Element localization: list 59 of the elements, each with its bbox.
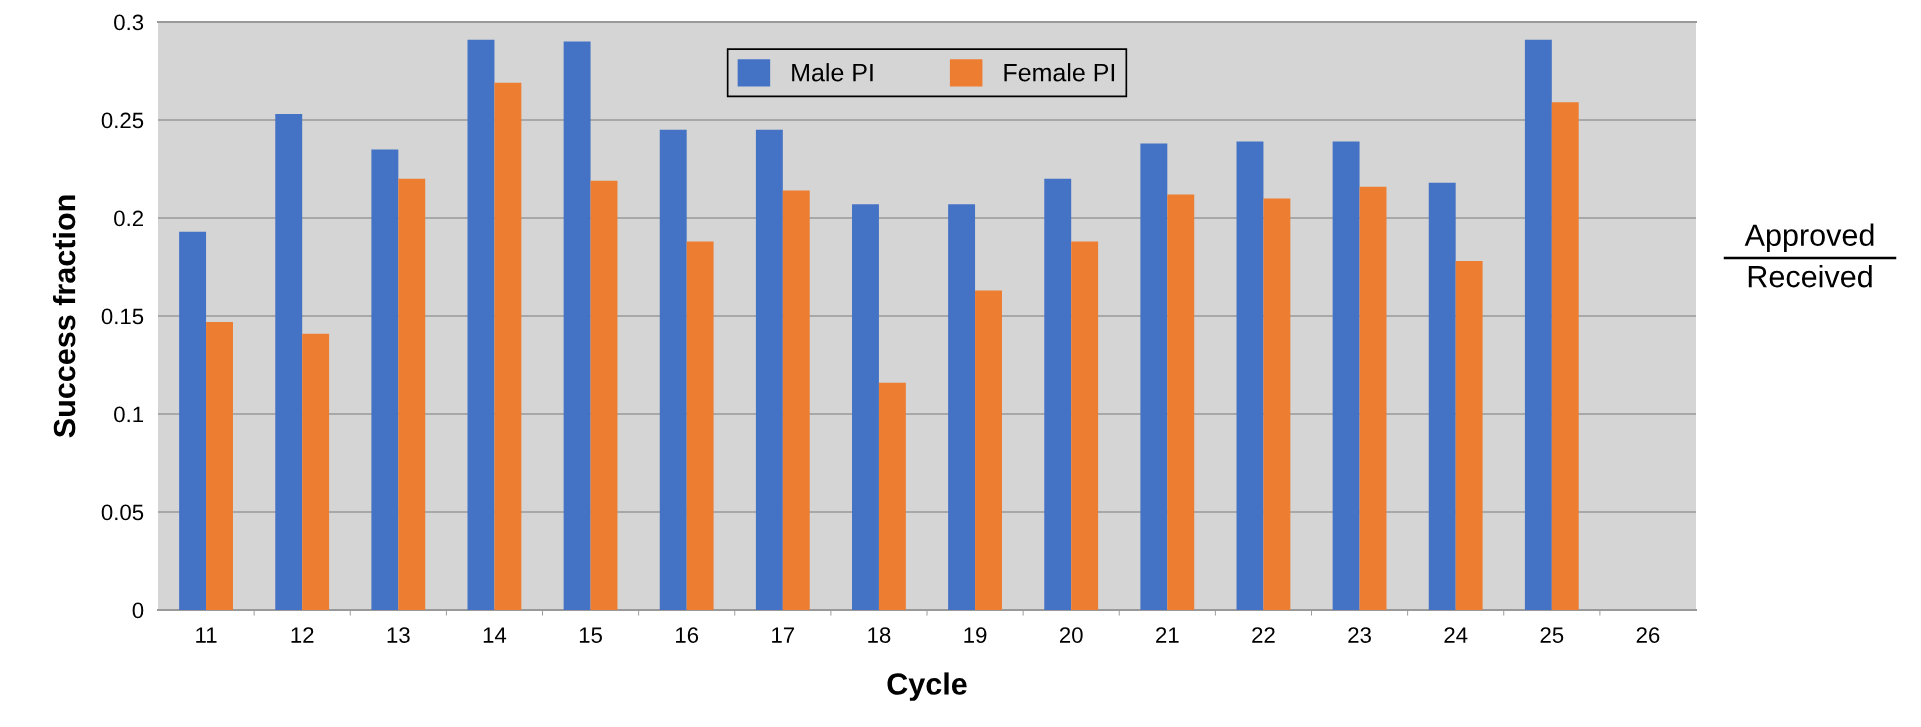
- bar: [782, 190, 810, 610]
- x-tick-label: 16: [676, 627, 699, 643]
- text: Received: [1748, 265, 1872, 288]
- x-tick-label: 12: [291, 627, 314, 643]
- y-tick-label: 0.05: [101, 504, 144, 521]
- bar: [563, 41, 591, 610]
- bar: [1263, 198, 1291, 610]
- x-tick-label: 25: [1540, 627, 1564, 643]
- bar: [1551, 102, 1579, 610]
- bar: [852, 204, 879, 610]
- text: Approved: [1744, 223, 1874, 252]
- bar: [1428, 182, 1456, 610]
- x-tick-label: 19: [964, 627, 987, 643]
- x-tick-label: 23: [1348, 627, 1371, 643]
- bar: [1236, 141, 1264, 610]
- bar: [1524, 39, 1552, 610]
- bar: [590, 180, 618, 610]
- bar: [398, 178, 426, 610]
- bar: [1071, 241, 1099, 610]
- bar: [1332, 141, 1360, 610]
- bar: [975, 290, 1002, 610]
- legend-label: Male PI: [792, 63, 873, 82]
- bar: [1455, 261, 1483, 610]
- x-tick-label: 26: [1636, 627, 1660, 643]
- bar: [275, 114, 303, 610]
- bar: [1140, 143, 1168, 610]
- x-axis-title: Cycle: [887, 672, 967, 701]
- x-tick-label: 20: [1059, 627, 1083, 643]
- bar: [467, 39, 495, 610]
- bar: [206, 321, 233, 610]
- x-tick-label: 21: [1156, 627, 1179, 643]
- bar: [686, 241, 714, 610]
- x-tick-label: 18: [868, 627, 891, 643]
- y-tick-label: 0.25: [101, 112, 144, 129]
- bar: [494, 82, 522, 610]
- x-tick-label: 11: [196, 627, 217, 643]
- y-axis-title: Success fraction: [52, 195, 76, 438]
- bar: [948, 204, 976, 610]
- x-tick-label: 14: [483, 627, 507, 643]
- bar: [755, 129, 783, 610]
- y-tick-label: 0.3: [114, 14, 144, 31]
- bar: [1044, 178, 1072, 610]
- bar: [878, 382, 906, 610]
- x-tick-label: 22: [1252, 627, 1275, 643]
- y-tick-label: 0.15: [101, 308, 144, 325]
- bar: [1359, 186, 1387, 610]
- y-tick-label: 0.1: [114, 406, 144, 423]
- x-tick-label: 13: [387, 627, 410, 643]
- x-tick-label: 24: [1444, 627, 1468, 643]
- bar: [302, 333, 330, 610]
- legend-label: Female PI: [1004, 63, 1115, 82]
- x-tick-label: 17: [772, 627, 795, 643]
- bar: [659, 129, 687, 610]
- bar: [371, 149, 399, 610]
- y-tick-label: 0: [132, 602, 144, 619]
- x-tick-label: 15: [579, 627, 602, 643]
- bar: [1167, 194, 1195, 610]
- bar: [179, 231, 207, 610]
- y-tick-label: 0.2: [114, 210, 143, 227]
